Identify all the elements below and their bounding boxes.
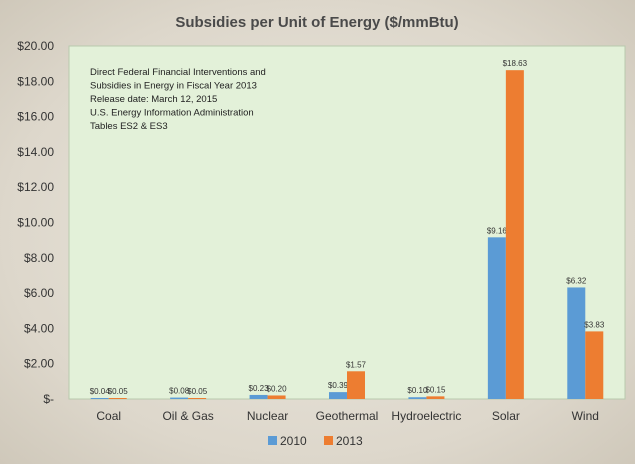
y-axis: $- $2.00 $4.00 $6.00 $8.00 $10.00 $12.00 $14.00… <box>17 39 54 406</box>
x-tick-label: Nuclear <box>247 409 288 423</box>
x-axis: Coal Oil & Gas Nuclear Geothermal Hydroelect… <box>96 409 599 423</box>
y-tick-label: $- <box>43 392 54 406</box>
y-tick-label: $20.00 <box>17 39 54 53</box>
bar-2013 <box>585 331 604 399</box>
legend: 2010 2013 <box>268 434 363 448</box>
annotation-line: Tables ES2 & ES3 <box>90 121 168 132</box>
data-label-2013: $0.05 <box>108 387 129 396</box>
chart-title: Subsidies per Unit of Energy ($/mmBtu) <box>175 14 458 31</box>
data-label-2010: $0.04 <box>90 387 111 396</box>
annotation-line: Release date: March 12, 2015 <box>90 94 217 105</box>
bar-2013 <box>108 398 127 399</box>
legend-swatch-2010 <box>268 436 277 445</box>
bar-2010 <box>408 397 427 399</box>
plot-area <box>68 45 626 400</box>
y-tick-label: $14.00 <box>17 145 54 159</box>
bar-2010 <box>567 287 586 399</box>
y-tick-label: $16.00 <box>17 110 54 124</box>
x-tick-label: Geothermal <box>316 409 379 423</box>
bar-2010 <box>329 392 347 399</box>
data-label-2010: $0.08 <box>169 387 190 396</box>
legend-label-2010: 2010 <box>280 434 307 448</box>
bar-2010 <box>170 397 189 399</box>
legend-label-2013: 2013 <box>336 434 363 448</box>
bar-2010 <box>487 237 506 399</box>
bar-2013 <box>505 70 524 400</box>
data-label-2013: $0.20 <box>267 384 288 393</box>
annotation-line: Direct Federal Financial Interventions a… <box>90 67 266 78</box>
bars: $0.04$0.05 $0.08$0.05 $0.23$0.20 $0.39$1.57… <box>90 59 605 400</box>
annotation-line: Subsidies in Energy in Fiscal Year 2013 <box>90 81 257 92</box>
data-label-2013: $0.15 <box>425 385 446 394</box>
y-tick-label: $6.00 <box>24 286 54 300</box>
bar-2013 <box>426 396 445 399</box>
data-label-2010: $0.10 <box>407 386 428 395</box>
data-label-2010: $9.16 <box>487 226 508 235</box>
data-label-2010: $0.23 <box>249 384 270 393</box>
annotation: Direct Federal Financial Interventions a… <box>90 67 266 132</box>
data-label-2013: $1.57 <box>346 360 367 369</box>
data-label-2013: $3.83 <box>584 320 605 329</box>
y-tick-label: $18.00 <box>17 74 54 88</box>
data-label-2013: $0.05 <box>187 387 208 396</box>
bar-2010 <box>249 394 268 399</box>
x-tick-label: Hydroelectric <box>391 409 461 423</box>
y-tick-label: $2.00 <box>24 357 54 371</box>
y-tick-label: $4.00 <box>24 321 54 335</box>
data-label-2010: $6.32 <box>566 276 587 285</box>
bar-2013 <box>267 395 286 399</box>
x-tick-label: Coal <box>96 409 121 423</box>
x-tick-label: Oil & Gas <box>162 409 213 423</box>
bar-2013 <box>347 371 365 399</box>
bar-2010 <box>90 398 109 399</box>
y-tick-label: $12.00 <box>17 180 54 194</box>
y-tick-label: $10.00 <box>17 216 54 230</box>
legend-swatch-2013 <box>324 436 333 445</box>
bar-2013 <box>188 398 207 399</box>
x-tick-label: Wind <box>572 409 599 423</box>
annotation-line: U.S. Energy Information Administration <box>90 108 254 119</box>
data-label-2013: $18.63 <box>503 59 528 68</box>
data-label-2010: $0.39 <box>328 381 349 390</box>
x-tick-label: Solar <box>492 409 520 423</box>
y-tick-label: $8.00 <box>24 251 54 265</box>
